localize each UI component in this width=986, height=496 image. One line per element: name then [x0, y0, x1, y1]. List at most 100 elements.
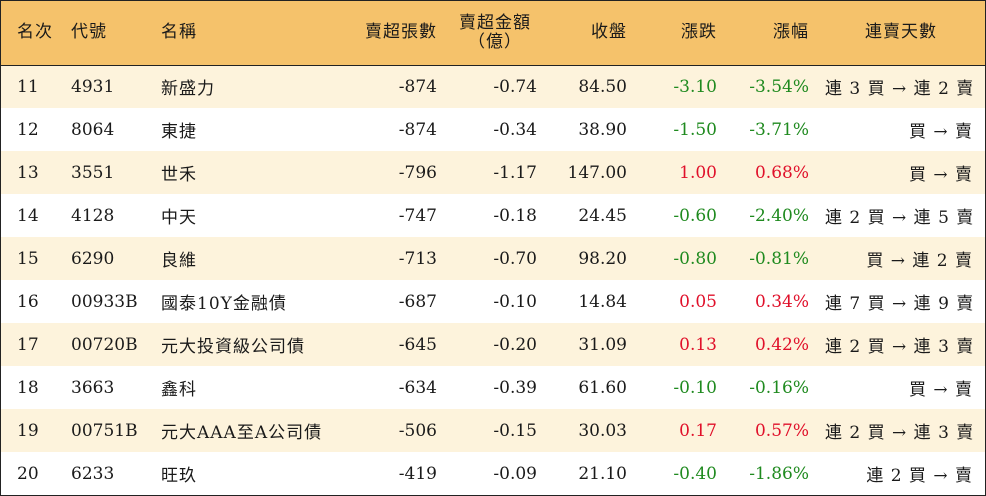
- cell-rank: 11: [17, 76, 39, 97]
- table-row[interactable]: 17 00720B 元大投資級公司債 -645 -0.20 31.09 0.13 0.42% 連…: [1, 323, 985, 366]
- cell-streak: 連 2 買 → 賣: [866, 466, 973, 486]
- cell-code[interactable]: 6290: [71, 248, 115, 269]
- cell-streak: 買 → 連 2 賣: [866, 251, 973, 271]
- cell-name[interactable]: 世禾: [161, 165, 197, 185]
- cell-streak: 連 2 買 → 連 3 賣: [825, 423, 975, 443]
- cell-rank: 14: [17, 205, 39, 226]
- cell-code[interactable]: 00751B: [71, 420, 138, 441]
- table-row[interactable]: 20 6233 旺玖 -419 -0.09 21.10 -0.40 -1.86% 連 2 買 →…: [1, 452, 985, 495]
- table-row[interactable]: 19 00751B 元大AAA至A公司債 -506 -0.15 30.03 0.17 0.57…: [1, 409, 985, 452]
- header-net-sell-amount-line2: （億）: [468, 31, 522, 52]
- table-row[interactable]: 18 3663 鑫科 -634 -0.39 61.60 -0.10 -0.16% 買 → 賣: [1, 366, 985, 409]
- cell-code[interactable]: 4931: [71, 76, 115, 97]
- cell-rank: 20: [17, 463, 39, 484]
- cell-net-sell-amount: -0.10: [493, 291, 537, 312]
- cell-net-sell-amount: -0.09: [493, 463, 537, 484]
- table-row[interactable]: 13 3551 世禾 -796 -1.17 147.00 1.00 0.68% 買 → 賣: [1, 151, 985, 194]
- header-streak[interactable]: 連賣天數: [865, 22, 937, 43]
- cell-name[interactable]: 旺玖: [161, 466, 197, 486]
- table-row[interactable]: 14 4128 中天 -747 -0.18 24.45 -0.60 -2.40% 連 2 買 →…: [1, 194, 985, 237]
- cell-code[interactable]: 8064: [71, 119, 115, 140]
- cell-net-sell-amount: -1.17: [493, 162, 537, 183]
- cell-change-pct: -3.54%: [749, 76, 809, 97]
- cell-net-sell-amount: -0.15: [493, 420, 537, 441]
- table-row[interactable]: 12 8064 東捷 -874 -0.34 38.90 -1.50 -3.71% 買 → 賣: [1, 108, 985, 151]
- cell-net-sell-amount: -0.39: [493, 377, 537, 398]
- cell-close: 84.50: [578, 76, 627, 97]
- cell-name[interactable]: 國泰10Y金融債: [161, 294, 287, 314]
- header-rank[interactable]: 名次: [17, 22, 53, 43]
- cell-net-sell-shares: -713: [398, 248, 437, 269]
- cell-name[interactable]: 新盛力: [161, 79, 215, 100]
- cell-code[interactable]: 3663: [71, 377, 115, 398]
- cell-close: 14.84: [578, 291, 627, 312]
- cell-streak: 連 3 買 → 連 2 賣: [825, 79, 975, 100]
- cell-rank: 17: [17, 334, 39, 355]
- cell-net-sell-shares: -634: [398, 377, 437, 398]
- cell-streak: 買 → 賣: [908, 165, 973, 185]
- header-name[interactable]: 名稱: [161, 22, 197, 43]
- cell-net-sell-shares: -687: [398, 291, 437, 312]
- header-net-sell-amount-line1: 賣超金額: [459, 12, 531, 33]
- cell-code[interactable]: 00933B: [71, 291, 138, 312]
- cell-streak: 買 → 賣: [908, 380, 973, 400]
- cell-change: -0.10: [673, 377, 717, 398]
- header-change[interactable]: 漲跌: [681, 22, 717, 43]
- cell-change-pct: -2.40%: [749, 205, 809, 226]
- cell-net-sell-shares: -874: [398, 76, 437, 97]
- cell-close: 31.09: [578, 334, 627, 355]
- cell-change: -3.10: [673, 76, 717, 97]
- cell-rank: 19: [17, 420, 39, 441]
- cell-name[interactable]: 良維: [161, 251, 197, 271]
- cell-name[interactable]: 東捷: [161, 122, 197, 142]
- cell-name[interactable]: 鑫科: [161, 380, 197, 400]
- table-body: 11 4931 新盛力 -874 -0.74 84.50 -3.10 -3.54% 連 3 買 …: [1, 65, 985, 495]
- cell-code[interactable]: 00720B: [71, 334, 138, 355]
- cell-name[interactable]: 中天: [161, 208, 197, 228]
- cell-net-sell-shares: -874: [398, 119, 437, 140]
- cell-close: 147.00: [567, 162, 627, 183]
- cell-streak: 連 2 買 → 連 3 賣: [825, 337, 975, 357]
- cell-change-pct: 0.57%: [754, 420, 809, 441]
- cell-name[interactable]: 元大AAA至A公司債: [161, 423, 323, 443]
- cell-code[interactable]: 6233: [71, 463, 115, 484]
- cell-change-pct: -0.81%: [749, 248, 809, 269]
- cell-close: 24.45: [578, 205, 627, 226]
- table-row[interactable]: 11 4931 新盛力 -874 -0.74 84.50 -3.10 -3.54% 連 3 買 …: [1, 65, 985, 108]
- cell-rank: 15: [17, 248, 39, 269]
- header-net-sell-shares[interactable]: 賣超張數: [365, 22, 437, 43]
- cell-rank: 18: [17, 377, 39, 398]
- cell-change: 0.13: [679, 334, 717, 355]
- cell-net-sell-amount: -0.34: [493, 119, 537, 140]
- header-row: 名次 代號 名稱 賣超張數 賣超金額 （億） 收盤 漲跌 漲幅 連賣天數: [1, 1, 985, 65]
- cell-change: -1.50: [673, 119, 717, 140]
- cell-change-pct: 0.68%: [754, 162, 809, 183]
- header-net-sell-amount[interactable]: 賣超金額 （億）: [445, 1, 545, 65]
- cell-close: 98.20: [578, 248, 627, 269]
- cell-rank: 16: [17, 291, 39, 312]
- cell-net-sell-amount: -0.70: [493, 248, 537, 269]
- cell-change-pct: 0.34%: [754, 291, 809, 312]
- cell-net-sell-shares: -645: [398, 334, 437, 355]
- table-row[interactable]: 16 00933B 國泰10Y金融債 -687 -0.10 14.84 0.05 0.34% 連…: [1, 280, 985, 323]
- cell-net-sell-shares: -796: [398, 162, 437, 183]
- cell-net-sell-amount: -0.18: [493, 205, 537, 226]
- table-row[interactable]: 15 6290 良維 -713 -0.70 98.20 -0.80 -0.81% 買 → 連 2…: [1, 237, 985, 280]
- cell-name[interactable]: 元大投資級公司債: [161, 337, 305, 357]
- cell-net-sell-amount: -0.74: [493, 76, 537, 97]
- cell-net-sell-shares: -747: [398, 205, 437, 226]
- cell-change: 0.17: [679, 420, 717, 441]
- cell-code[interactable]: 3551: [71, 162, 115, 183]
- cell-change: -0.80: [673, 248, 717, 269]
- cell-streak: 買 → 賣: [908, 122, 973, 142]
- cell-close: 38.90: [578, 119, 627, 140]
- cell-change-pct: 0.42%: [754, 334, 809, 355]
- cell-code[interactable]: 4128: [71, 205, 115, 226]
- header-code[interactable]: 代號: [71, 22, 107, 43]
- header-close[interactable]: 收盤: [591, 22, 627, 43]
- cell-net-sell-shares: -419: [398, 463, 437, 484]
- header-change-pct[interactable]: 漲幅: [773, 22, 809, 43]
- cell-change: -0.60: [673, 205, 717, 226]
